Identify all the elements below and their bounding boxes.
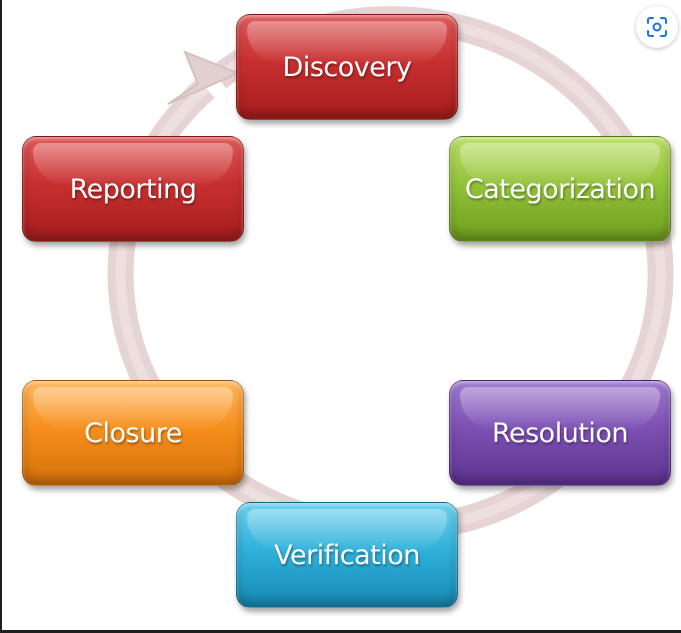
step-discovery: Discovery — [236, 14, 458, 120]
step-resolution: Resolution — [449, 380, 671, 486]
bottom-border — [0, 630, 681, 633]
step-reporting-label: Reporting — [69, 173, 197, 205]
step-resolution-label: Resolution — [491, 417, 629, 449]
visual-search-icon — [647, 17, 667, 37]
cycle-arrow-head — [167, 50, 238, 105]
step-categorization-label: Categorization — [464, 173, 656, 205]
step-verification: Verification — [236, 502, 458, 608]
left-border — [0, 0, 2, 633]
step-closure-label: Closure — [84, 417, 182, 449]
step-verification-label: Verification — [274, 539, 420, 571]
step-closure: Closure — [22, 380, 244, 486]
step-discovery-label: Discovery — [282, 51, 412, 83]
step-reporting: Reporting — [22, 136, 244, 242]
step-categorization: Categorization — [449, 136, 671, 242]
visual-search-button[interactable] — [636, 6, 678, 48]
